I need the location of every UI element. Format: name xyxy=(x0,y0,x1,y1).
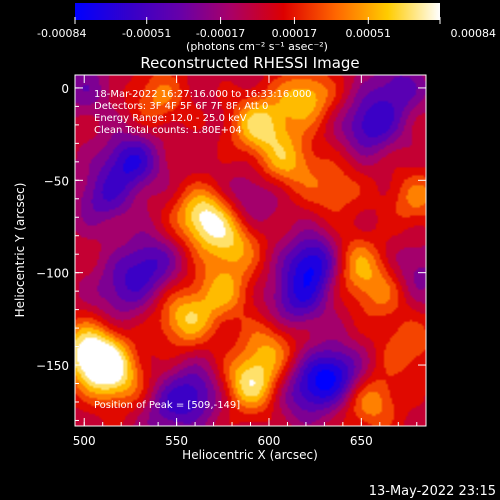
x-tick-label: 500 xyxy=(73,434,96,448)
colorbar-tick-label: -0.00084 xyxy=(37,27,86,40)
colorbar-tick-label: -0.00051 xyxy=(122,27,171,40)
peak-position-label: Position of Peak = [509,-149] xyxy=(94,400,240,411)
y-tick-label: −50 xyxy=(44,174,69,188)
colorbar-ticks: -0.00084 -0.00051 -0.00017 0.00017 0.00051 0.… xyxy=(37,17,496,40)
chart-title: Reconstructed RHESSI Image xyxy=(140,54,359,72)
y-tick-label: 0 xyxy=(61,82,69,96)
x-tick-label: 650 xyxy=(350,434,373,448)
colorbar-tick-label: 0.00017 xyxy=(272,27,318,40)
footer-timestamp: 13-May-2022 23:15 xyxy=(369,484,496,499)
colorbar-tick-label: 0.00051 xyxy=(346,27,392,40)
heatmap xyxy=(75,75,426,426)
x-tick-label: 550 xyxy=(165,434,188,448)
colorbar-unit-label: (photons cm⁻² s⁻¹ asec⁻²) xyxy=(186,40,328,53)
colorbar-tick-label: 0.00084 xyxy=(451,27,497,40)
x-axis-label: Heliocentric X (arcsec) xyxy=(182,448,318,462)
annotation-line: Energy Range: 12.0 - 25.0 keV xyxy=(94,113,247,124)
x-tick-label: 600 xyxy=(258,434,281,448)
heatmap-image xyxy=(75,75,426,426)
colorbar xyxy=(75,3,440,20)
annotations: 18-Mar-2022 16:27:16.000 to 16:33:16.000… xyxy=(94,89,312,136)
annotation-line: Clean Total counts: 1.80E+04 xyxy=(94,125,242,136)
y-tick-label: −150 xyxy=(36,359,69,373)
y-tick-label: −100 xyxy=(36,267,69,281)
annotation-line: Detectors: 3F 4F 5F 6F 7F 8F, Att 0 xyxy=(94,101,268,112)
colorbar-tick-label: -0.00017 xyxy=(196,27,245,40)
y-axis-label: Heliocentric Y (arcsec) xyxy=(13,183,27,318)
axis-ticks: 500 550 600 650 0 −50 −100 −150 xyxy=(36,75,426,448)
annotation-line: 18-Mar-2022 16:27:16.000 to 16:33:16.000 xyxy=(94,89,312,100)
